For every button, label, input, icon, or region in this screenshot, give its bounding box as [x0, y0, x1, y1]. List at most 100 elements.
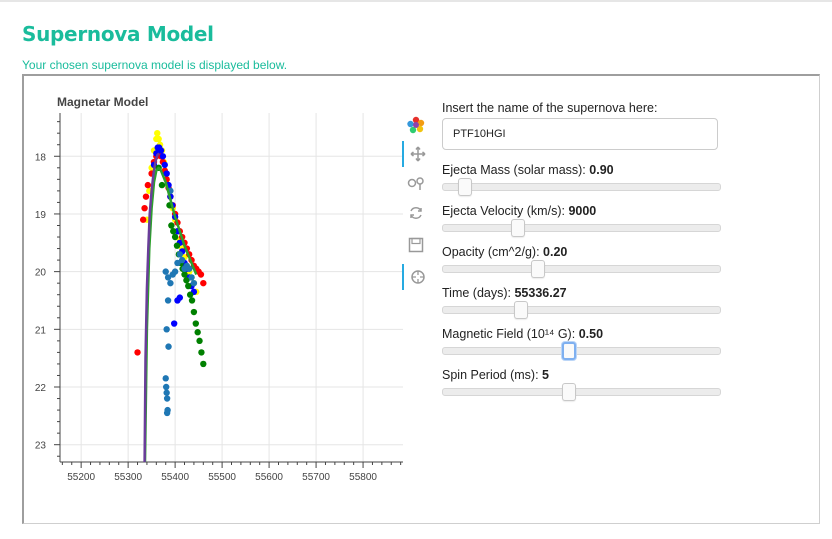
pan-tool-icon[interactable] — [402, 141, 432, 167]
data-point — [186, 265, 193, 272]
data-point — [171, 233, 179, 241]
save-tool-icon[interactable] — [402, 232, 430, 258]
data-point — [171, 268, 179, 275]
data-point — [181, 271, 188, 278]
data-point — [142, 193, 150, 200]
data-point — [197, 271, 205, 278]
ejecta-velocity-slider[interactable] — [442, 219, 721, 237]
data-point — [173, 242, 181, 249]
x-tick-label: 55700 — [302, 472, 330, 483]
data-point — [188, 274, 195, 281]
opacity-slider-handle[interactable] — [530, 260, 545, 278]
y-tick-label: 18 — [35, 152, 47, 163]
data-point — [141, 204, 148, 212]
data-point — [155, 135, 162, 143]
data-point — [174, 259, 181, 267]
data-point — [163, 409, 171, 417]
opacity-label: Opacity (cm^2/g): 0.20 — [442, 245, 567, 259]
ejecta-velocity-label: Ejecta Velocity (km/s): 9000 — [442, 204, 596, 218]
ejecta-mass-slider-handle[interactable] — [458, 178, 473, 196]
data-point — [163, 395, 171, 402]
y-tick-label: 23 — [35, 441, 47, 452]
model-curve — [143, 166, 198, 462]
data-point — [186, 291, 194, 298]
magnetic-field-slider-handle[interactable] — [561, 342, 576, 360]
data-point — [176, 294, 184, 301]
spin-period-label-text: Spin Period (ms): — [442, 368, 539, 382]
data-point — [170, 228, 177, 235]
data-point — [170, 320, 178, 327]
supernova-name-input[interactable]: PTF10HGI — [442, 118, 718, 150]
page-subtitle: Your chosen supernova model is displayed… — [22, 58, 288, 72]
magnetic-field-value: 0.50 — [578, 327, 604, 341]
data-point — [183, 277, 190, 284]
data-point — [163, 326, 170, 333]
page-title: Supernova Model — [22, 22, 214, 46]
data-point — [165, 343, 172, 350]
magnetic-field-label: Magnetic Field (10¹⁴ G): 0.50 — [442, 327, 603, 341]
bokeh-logo-icon[interactable] — [402, 112, 430, 138]
data-point — [190, 308, 198, 316]
data-point — [178, 256, 186, 264]
opacity-slider[interactable] — [442, 260, 721, 278]
ejecta-mass-slider[interactable] — [442, 178, 721, 196]
model-curve — [143, 152, 160, 462]
supernova-name-label: Insert the name of the supernova here: — [442, 101, 658, 115]
data-point — [164, 297, 172, 304]
data-point — [163, 170, 170, 177]
plot-title: Magnetar Model — [57, 95, 149, 109]
magnetic-field-slider[interactable] — [442, 342, 721, 360]
data-point — [158, 181, 166, 189]
data-point — [200, 279, 207, 287]
data-point — [176, 251, 184, 258]
ejecta-velocity-label-text: Ejecta Velocity (km/s): — [442, 204, 565, 218]
y-tick-label: 21 — [35, 325, 47, 336]
reset-tool-icon[interactable] — [402, 200, 430, 226]
data-point — [162, 268, 169, 275]
data-point — [162, 383, 170, 391]
data-point — [144, 181, 152, 189]
ejecta-mass-label: Ejecta Mass (solar mass): 0.90 — [442, 163, 614, 177]
hover-tool-icon[interactable] — [402, 264, 432, 290]
ejecta-velocity-slider-handle[interactable] — [511, 219, 526, 237]
time-slider[interactable] — [442, 301, 721, 319]
data-point — [200, 360, 207, 368]
ejecta-mass-value: 0.90 — [589, 163, 614, 177]
x-tick-label: 55300 — [114, 472, 142, 483]
data-point — [139, 216, 147, 223]
spin-period-slider[interactable] — [442, 383, 721, 401]
x-tick-label: 55200 — [67, 472, 95, 483]
data-point — [134, 349, 141, 356]
data-point — [188, 297, 196, 304]
ejecta-mass-label-text: Ejecta Mass (solar mass): — [442, 163, 586, 177]
data-point — [162, 375, 169, 382]
data-point — [168, 222, 175, 229]
x-tick-label: 55500 — [208, 472, 236, 483]
data-point — [185, 282, 192, 290]
spin-period-slider-handle[interactable] — [561, 383, 576, 401]
x-tick-label: 55800 — [349, 472, 377, 483]
y-tick-label: 22 — [35, 383, 47, 394]
data-point — [167, 279, 174, 287]
time-label: Time (days): 55336.27 — [442, 286, 567, 300]
y-tick-label: 19 — [35, 210, 47, 221]
time-label-text: Time (days): — [442, 286, 511, 300]
box-zoom-tool-icon[interactable] — [402, 170, 430, 196]
data-point — [196, 337, 203, 345]
data-point — [194, 329, 201, 336]
time-value: 55336.27 — [514, 286, 567, 300]
data-point — [157, 147, 165, 154]
opacity-value: 0.20 — [543, 245, 568, 259]
spin-period-label: Spin Period (ms): 5 — [442, 368, 549, 382]
magnetic-field-label-text: Magnetic Field (10¹⁴ G): — [442, 327, 576, 341]
x-tick-label: 55600 — [255, 472, 283, 483]
data-point — [163, 389, 170, 396]
y-tick-label: 20 — [35, 268, 47, 279]
time-slider-handle[interactable] — [514, 301, 529, 319]
top-border — [0, 0, 832, 2]
plot-area — [60, 113, 403, 462]
data-point — [159, 153, 167, 160]
ejecta-velocity-value: 9000 — [568, 204, 597, 218]
data-point — [154, 129, 161, 137]
